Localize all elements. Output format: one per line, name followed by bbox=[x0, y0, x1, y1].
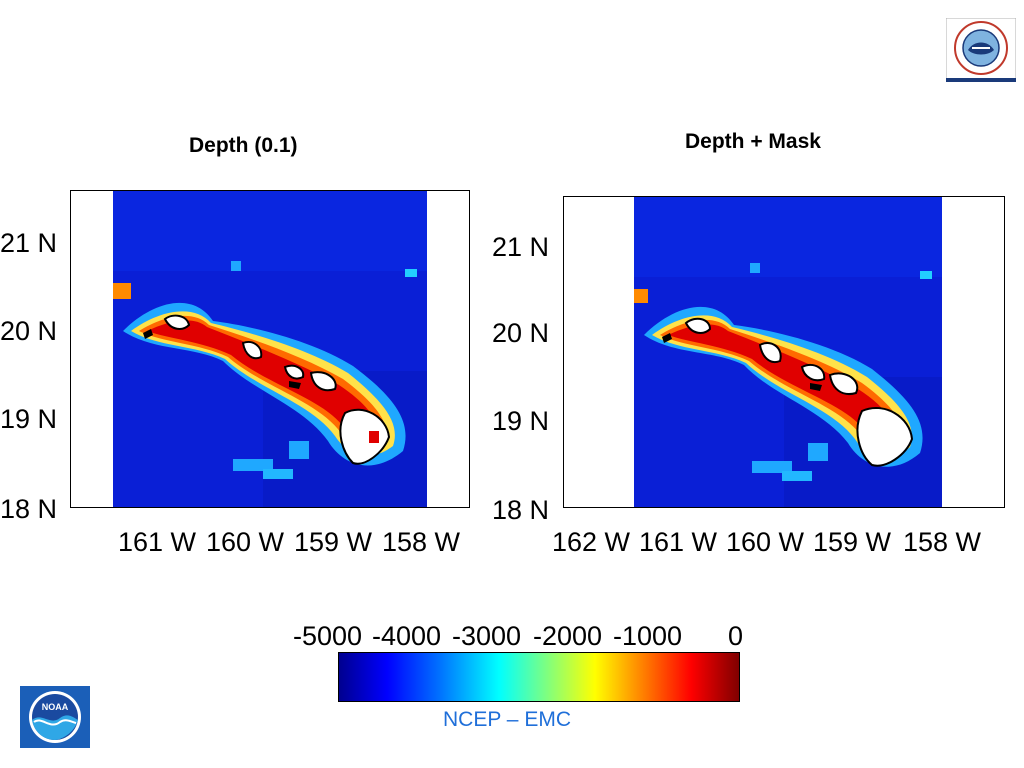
colorbar-label-3000: -3000 bbox=[452, 621, 522, 651]
colorbar-label-0: 0 bbox=[728, 621, 744, 651]
footer-text: NCEP – EMC bbox=[443, 708, 571, 731]
panel-2-xtick-162w: 162 W bbox=[552, 527, 631, 557]
panel-2-ytick-18n: 18 N bbox=[492, 495, 550, 525]
panel-1-ytick-18n: 18 N bbox=[0, 494, 58, 524]
noaa-logo: NOAA bbox=[20, 686, 90, 748]
noaa-logo-text: NOAA bbox=[42, 702, 69, 712]
panel-2-xtick-159w: 159 W bbox=[813, 527, 892, 557]
panel-1-map bbox=[70, 190, 470, 508]
panel-2-xtick-158w: 158 W bbox=[903, 527, 982, 557]
colorbar-label-4000: -4000 bbox=[372, 621, 442, 651]
panel-2-map bbox=[563, 196, 1005, 508]
panel-2-ytick-20n: 20 N bbox=[492, 318, 550, 348]
panel-2-title: Depth + Mask bbox=[685, 130, 821, 153]
panel-1-xtick-159w: 159 W bbox=[294, 527, 373, 557]
nws-logo bbox=[945, 17, 1017, 83]
panel-1-xtick-161w: 161 W bbox=[118, 527, 197, 557]
colorbar-label-2000: -2000 bbox=[533, 621, 603, 651]
colorbar-label-1000: -1000 bbox=[613, 621, 683, 651]
panel-1-ytick-21n: 21 N bbox=[0, 228, 58, 258]
panel-2-xtick-160w: 160 W bbox=[726, 527, 805, 557]
panel-1-ytick-19n: 19 N bbox=[0, 404, 58, 434]
panel-2-xtick-161w: 161 W bbox=[639, 527, 718, 557]
panel-2-depth-field bbox=[634, 197, 942, 507]
panel-1-title: Depth (0.1) bbox=[189, 134, 298, 157]
panel-1-xtick-160w: 160 W bbox=[206, 527, 285, 557]
panel-1-depth-field bbox=[113, 191, 427, 507]
colorbar-label-5000: -5000 bbox=[293, 621, 363, 651]
panel-1-ytick-20n: 20 N bbox=[0, 316, 58, 346]
colorbar bbox=[338, 652, 740, 702]
panel-2-ytick-19n: 19 N bbox=[492, 406, 550, 436]
panel-2-ytick-21n: 21 N bbox=[492, 232, 550, 262]
panel-1-xtick-158w: 158 W bbox=[382, 527, 461, 557]
